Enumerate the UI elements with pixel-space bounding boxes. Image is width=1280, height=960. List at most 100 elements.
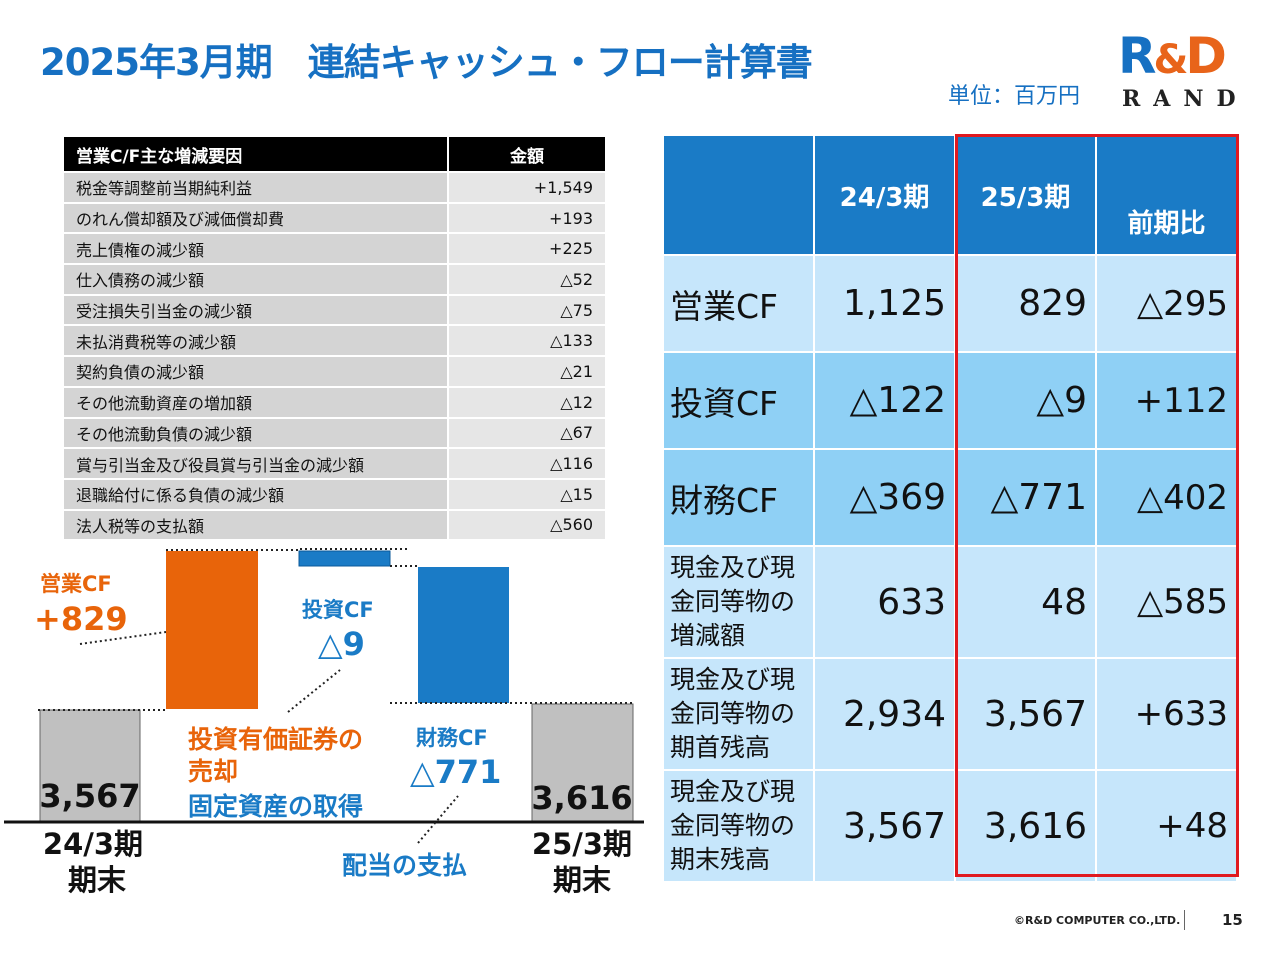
header-factor: 営業C/F主な増減要因 [64, 137, 447, 171]
table-row: 未払消費税等の減少額 △133 [64, 324, 605, 356]
factor-amount: △12 [447, 385, 605, 417]
cf-curr-value: 3,567 [956, 659, 1097, 771]
factor-amount: △21 [447, 355, 605, 386]
bar-end-balance [531, 703, 634, 823]
cf-row-label: 財務CF [664, 450, 816, 547]
cf-diff-value: +48 [1096, 771, 1238, 883]
x-label-start-2: 期末 [68, 863, 126, 897]
cf-prev-value: 633 [815, 547, 957, 659]
cf-curr-value: △771 [956, 450, 1097, 547]
header-curr-period: 25/3期 [956, 136, 1097, 256]
header-amount: 金額 [447, 137, 605, 171]
operating-cf-factors-table: 営業C/F主な増減要因 金額 税金等調整前当期純利益 +1,549 のれん償却額及び… [64, 137, 605, 540]
x-label-start: 24/3期 [43, 827, 143, 861]
note-dividends: 配当の支払 [342, 851, 467, 880]
factor-amount: △560 [447, 508, 605, 540]
cf-curr-value: △9 [956, 353, 1097, 450]
table-row: 法人税等の支払額 △560 [64, 508, 605, 540]
cf-diff-value: △402 [1096, 450, 1238, 547]
x-label-end: 25/3期 [532, 827, 632, 861]
leader-line [287, 669, 341, 713]
value-operating-cf: +829 [34, 600, 128, 638]
bar-value-end: 3,616 [531, 779, 632, 817]
factor-amount: +1,549 [447, 171, 605, 202]
label-investing-cf: 投資CF [302, 598, 374, 622]
cf-prev-value: 1,125 [815, 256, 957, 353]
factor-amount: +193 [447, 201, 605, 233]
cf-row-label: 現金及び現金同等物の期末残高 [664, 771, 816, 883]
factor-amount: △133 [447, 324, 605, 356]
cf-row-label: 現金及び現金同等物の期首残高 [664, 659, 816, 771]
value-investing-cf: △9 [318, 625, 365, 663]
factor-label: 未払消費税等の減少額 [64, 324, 447, 356]
factor-amount: △67 [447, 416, 605, 448]
factor-amount: +225 [447, 232, 605, 264]
highlight-frame [955, 134, 1239, 877]
factor-label: 賞与引当金及び役員賞与引当金の減少額 [64, 447, 447, 478]
label-financing-cf: 財務CF [416, 726, 488, 750]
cf-curr-value: 48 [956, 547, 1097, 659]
unit-label: 単位：百万円 [948, 84, 1081, 109]
footer-copyright: ©R&D COMPUTER CO.,LTD. [1014, 914, 1181, 927]
factor-label: 売上債権の減少額 [64, 232, 447, 264]
factor-amount: △75 [447, 293, 605, 325]
table-row: 財務CF △369 △771 △402 [664, 450, 1238, 547]
table-row: 現金及び現金同等物の期末残高 3,567 3,616 +48 [664, 771, 1238, 883]
note-securities-sale-2: 売却 [188, 757, 238, 786]
cash-flow-summary-table: 24/3期 25/3期 前期比 営業CF 1,125 829 △295 投資CF △122… [664, 136, 1238, 883]
logo-text: RAND [1122, 86, 1249, 112]
factor-label: 退職給付に係る負債の減少額 [64, 477, 447, 509]
factor-label: 契約負債の減少額 [64, 355, 447, 386]
bar-financing-cf [418, 567, 509, 703]
cf-prev-value: 2,934 [815, 659, 957, 771]
factor-label: その他流動資産の増加額 [64, 385, 447, 417]
bar-operating-cf [166, 551, 258, 709]
table-header-row: 24/3期 25/3期 前期比 [664, 136, 1238, 256]
table-row: 受注損失引当金の減少額 △75 [64, 293, 605, 325]
cf-diff-value: +633 [1096, 659, 1238, 771]
cf-curr-value: 3,616 [956, 771, 1097, 883]
table-row: 現金及び現金同等物の期首残高 2,934 3,567 +633 [664, 659, 1238, 771]
company-logo: R&D RAND [1116, 27, 1249, 112]
table-row: その他流動資産の増加額 △12 [64, 385, 605, 417]
factor-label: 仕入債務の減少額 [64, 263, 447, 294]
cf-diff-value: △585 [1096, 547, 1238, 659]
factor-label: 受注損失引当金の減少額 [64, 293, 447, 325]
factor-label: 法人税等の支払額 [64, 508, 447, 540]
bar-start-balance [39, 709, 141, 823]
cf-prev-value: 3,567 [815, 771, 957, 883]
cf-row-label: 投資CF [664, 353, 816, 450]
factor-label: 税金等調整前当期純利益 [64, 171, 447, 202]
table-row: 税金等調整前当期純利益 +1,549 [64, 171, 605, 202]
factor-label: のれん償却額及び減価償却費 [64, 201, 447, 233]
logo-mark: R&D [1118, 27, 1227, 85]
leader-line [417, 795, 459, 844]
bar-investing-cf [298, 550, 391, 567]
table-row: 賞与引当金及び役員賞与引当金の減少額 △116 [64, 447, 605, 478]
footer-divider [1184, 910, 1185, 930]
table-header-row: 営業C/F主な増減要因 金額 [64, 137, 605, 171]
note-securities-sale: 投資有価証券の [188, 725, 363, 754]
cf-diff-value: +112 [1096, 353, 1238, 450]
waterfall-chart: 3,567 3,616 営業CF +829 投資CF △9 財務CF △771 投資有価証券の売… [4, 548, 644, 897]
cf-row-label: 営業CF [664, 256, 816, 353]
bar-value-start: 3,567 [39, 777, 140, 815]
cf-row-label: 現金及び現金同等物の増減額 [664, 547, 816, 659]
table-row: のれん償却額及び減価償却費 +193 [64, 201, 605, 233]
table-row: 売上債権の減少額 +225 [64, 232, 605, 264]
header-prev-period: 24/3期 [815, 136, 957, 256]
note-fixed-assets: 固定資産の取得 [188, 792, 363, 821]
page-title: 2025年3月期 連結キャッシュ・フロー計算書 [40, 41, 813, 84]
table-row: 退職給付に係る負債の減少額 △15 [64, 477, 605, 509]
header-blank [664, 136, 816, 256]
page-number: 15 [1222, 911, 1243, 929]
factor-amount: △116 [447, 447, 605, 478]
cf-prev-value: △369 [815, 450, 957, 547]
table-row: その他流動負債の減少額 △67 [64, 416, 605, 448]
x-label-end-2: 期末 [553, 863, 611, 897]
factor-amount: △15 [447, 477, 605, 509]
factor-amount: △52 [447, 263, 605, 294]
label-operating-cf: 営業CF [40, 572, 112, 596]
factor-label: その他流動負債の減少額 [64, 416, 447, 448]
table-row: 契約負債の減少額 △21 [64, 355, 605, 386]
